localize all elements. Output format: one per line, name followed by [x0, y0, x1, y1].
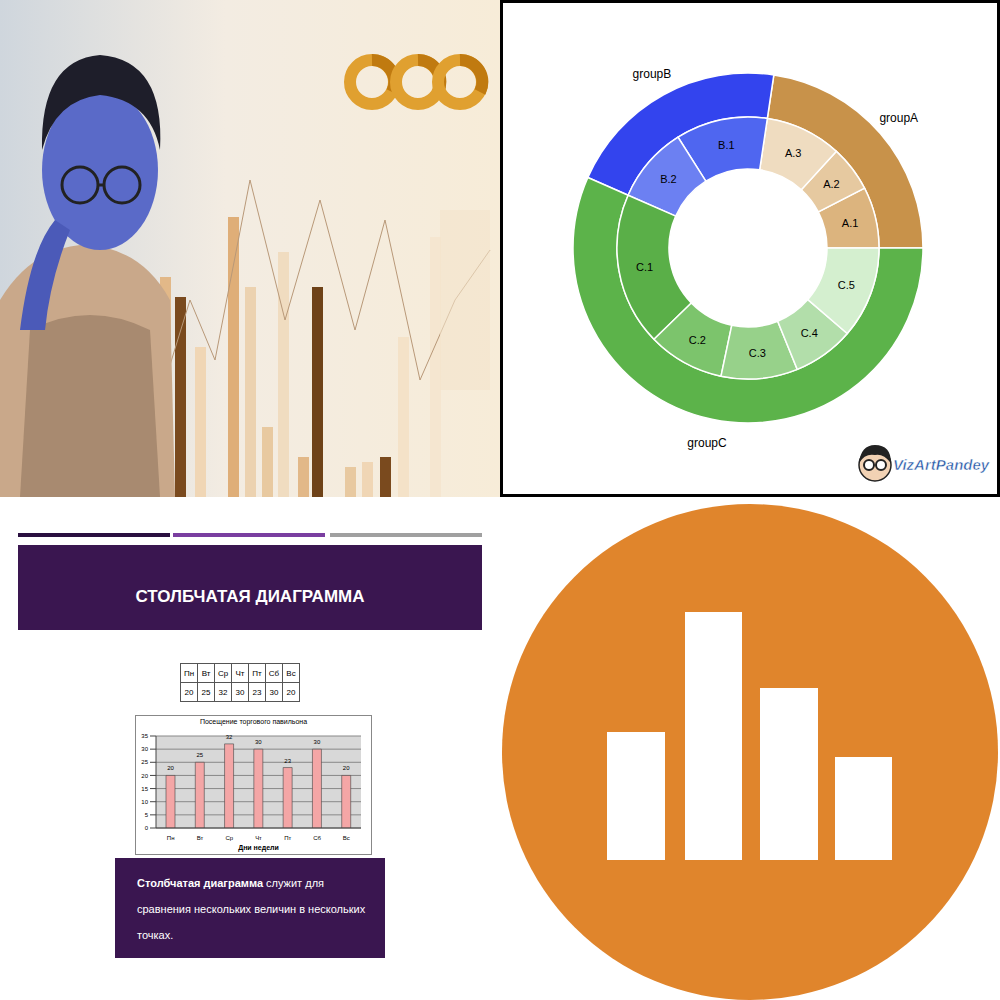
html-text:30: 30 — [235, 687, 245, 697]
svg-text:Пт: Пт — [284, 835, 291, 841]
svg-text:groupA: groupA — [879, 111, 918, 125]
svg-text:C.5: C.5 — [838, 279, 855, 291]
svg-text:5: 5 — [145, 812, 149, 818]
svg-text:Вт: Вт — [197, 835, 204, 841]
svg-text:Ср: Ср — [225, 835, 233, 841]
html-text:Сб: Сб — [268, 668, 280, 678]
html-text:Вт: Вт — [201, 668, 211, 678]
html-text:20: 20 — [184, 687, 194, 697]
svg-text:Чт: Чт — [255, 835, 262, 841]
html-text:Пт: Пт — [252, 668, 262, 678]
svg-text:A.3: A.3 — [785, 147, 802, 159]
svg-text:0: 0 — [145, 825, 149, 831]
html-text:Вс: Вс — [286, 668, 296, 678]
html-text:Пн: Пн — [183, 668, 195, 678]
svg-text:B.1: B.1 — [718, 139, 735, 151]
svg-text:15: 15 — [141, 786, 148, 792]
svg-text:25: 25 — [196, 752, 203, 758]
html-text:Ср: Ср — [217, 668, 229, 678]
svg-text:Пн: Пн — [167, 835, 175, 841]
html-text:32: 32 — [218, 687, 228, 697]
svg-text:10: 10 — [141, 799, 148, 805]
html-text:23: 23 — [252, 687, 262, 697]
svg-text:groupC: groupC — [687, 436, 727, 450]
html-text:СТОЛБЧАТАЯ ДИАГРАММА: СТОЛБЧАТАЯ ДИАГРАММА — [135, 586, 365, 606]
svg-text:20: 20 — [167, 765, 174, 771]
html-text:Чт: Чт — [235, 668, 245, 678]
html-text:20: 20 — [286, 687, 296, 697]
svg-text:25: 25 — [141, 759, 148, 765]
svg-text:Вс: Вс — [343, 835, 350, 841]
svg-text:30: 30 — [255, 739, 262, 745]
svg-text:32: 32 — [226, 734, 233, 740]
svg-text:A.2: A.2 — [823, 178, 840, 190]
svg-text:30: 30 — [314, 739, 321, 745]
svg-text:C.1: C.1 — [636, 261, 653, 273]
svg-text:VizArtPandey: VizArtPandey — [893, 456, 990, 473]
html-text:Столбчатая диаграмма служит дл: Столбчатая диаграмма служит для сравнени… — [137, 877, 366, 941]
svg-text:C.3: C.3 — [749, 347, 766, 359]
html-text:30: 30 — [269, 687, 279, 697]
html-text:Посещение торгового павильона: Посещение торгового павильона — [199, 718, 308, 725]
svg-text:C.2: C.2 — [689, 334, 706, 346]
svg-text:30: 30 — [141, 746, 148, 752]
svg-text:20: 20 — [141, 773, 148, 779]
svg-text:35: 35 — [141, 733, 148, 739]
svg-text:groupB: groupB — [633, 67, 672, 81]
svg-text:20: 20 — [343, 765, 350, 771]
svg-text:Сб: Сб — [313, 835, 321, 841]
svg-text:B.2: B.2 — [660, 173, 677, 185]
svg-text:C.4: C.4 — [801, 327, 818, 339]
html-text:25: 25 — [201, 687, 211, 697]
svg-text:23: 23 — [284, 758, 291, 764]
svg-text:A.1: A.1 — [842, 217, 859, 229]
svg-text:Дни недели: Дни недели — [238, 844, 279, 852]
